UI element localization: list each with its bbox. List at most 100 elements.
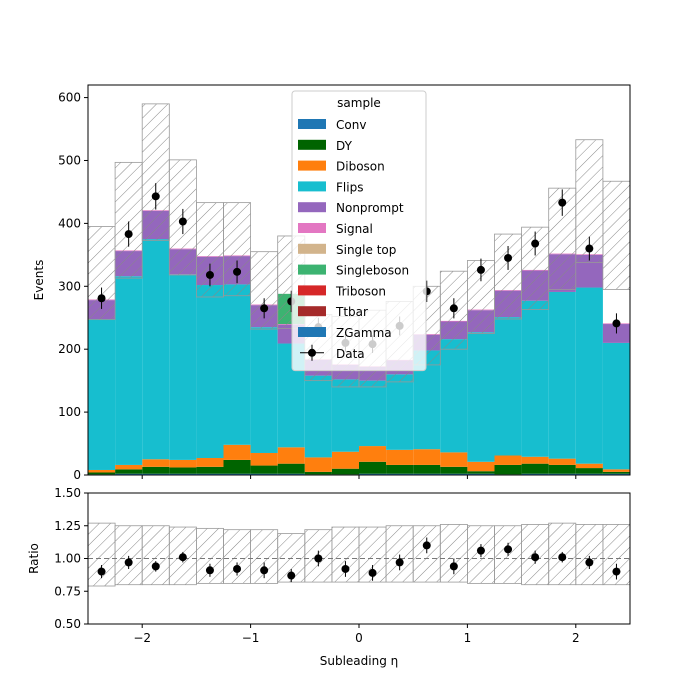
x-axis-label: Subleading η: [320, 654, 399, 668]
bar-diboson: [602, 469, 630, 472]
legend-swatch: [298, 243, 326, 254]
bar-conv: [521, 473, 549, 475]
data-point: [531, 239, 540, 248]
data-point: [449, 304, 458, 313]
ratio-point: [205, 566, 214, 575]
bar-conv: [386, 473, 414, 475]
bar-dy: [277, 463, 305, 474]
ratio-y-tick-label: 0.75: [54, 584, 81, 598]
legend-entry: Single top: [336, 243, 396, 257]
legend-entry: Flips: [336, 180, 363, 194]
ratio-uncertainty-band: [575, 524, 604, 586]
bar-dy: [521, 463, 549, 474]
uncertainty-band: [114, 161, 143, 279]
bar-conv: [359, 473, 387, 475]
bar-diboson: [386, 449, 414, 465]
bar-dy: [602, 471, 630, 474]
legend-swatch: [298, 264, 326, 275]
bar-dy: [304, 471, 332, 475]
legend-swatch: [298, 223, 326, 233]
bar-dy: [169, 467, 197, 474]
bar-dy: [223, 459, 251, 474]
bar-dy: [386, 464, 414, 474]
bar-diboson: [196, 458, 224, 467]
ratio-point: [558, 553, 567, 562]
x-tick-label: 1: [464, 631, 472, 645]
ratio-point: [341, 564, 350, 573]
y-tick-label: 200: [58, 342, 81, 356]
legend-swatch: [298, 327, 326, 337]
data-point: [151, 192, 160, 201]
ratio-uncertainty-band: [141, 525, 170, 586]
uncertainty-band: [602, 180, 630, 290]
ratio-plot: 0.50 0.75 1.00 1.25 1.50 −2 −1 0 1 2: [54, 486, 631, 645]
bar-flips: [223, 284, 251, 445]
data-point: [97, 294, 106, 303]
bar-conv: [413, 473, 441, 475]
ratio-uncertainty-band: [114, 525, 143, 586]
y-tick-label: 100: [58, 405, 81, 419]
data-point: [260, 304, 269, 313]
bar-conv: [575, 473, 603, 475]
bar-diboson: [142, 459, 170, 467]
bar-flips: [494, 317, 522, 456]
bar-dy: [575, 468, 603, 474]
bar-diboson: [521, 456, 549, 464]
legend-entry: Nonprompt: [336, 201, 404, 215]
bar-flips: [359, 380, 387, 447]
legend-swatch: [298, 181, 326, 192]
bar-dy: [331, 468, 359, 475]
ratio-point: [151, 562, 160, 571]
ratio-uncertainty-band: [412, 525, 441, 583]
legend-entry: Data: [336, 347, 365, 361]
y-tick-label: 600: [58, 91, 81, 105]
legend-entry: Ttbar: [335, 305, 368, 319]
bar-conv: [142, 473, 170, 475]
bar-diboson: [413, 449, 441, 465]
bar-dy: [359, 461, 387, 474]
data-point: [558, 198, 567, 207]
bar-diboson: [115, 464, 143, 470]
bar-flips: [575, 287, 603, 464]
x-tick-label: 0: [355, 631, 363, 645]
bar-flips: [548, 291, 576, 459]
x-tick-label: 2: [572, 631, 580, 645]
bar-conv: [277, 473, 305, 475]
legend-swatch: [298, 306, 326, 317]
data-point: [233, 267, 242, 276]
ratio-plot-area: [88, 522, 630, 587]
bar-diboson: [548, 458, 576, 465]
data-point: [476, 265, 485, 274]
bar-conv: [467, 473, 495, 475]
ratio-point: [504, 545, 513, 554]
bar-flips: [115, 276, 143, 465]
bar-flips: [386, 374, 414, 450]
ratio-point: [449, 562, 458, 571]
bar-flips: [467, 332, 495, 462]
bar-conv: [250, 473, 278, 475]
bar-diboson: [440, 452, 468, 467]
ratio-y-tick-label: 1.50: [54, 486, 81, 500]
ratio-y-tick-label: 1.00: [54, 552, 81, 566]
bar-flips: [521, 300, 549, 457]
ratio-point: [476, 546, 485, 555]
bar-dy: [196, 466, 224, 474]
bar-dy: [494, 464, 522, 475]
ratio-point: [233, 564, 242, 573]
y-tick-label: 500: [58, 153, 81, 167]
ratio-point: [368, 568, 377, 577]
bar-diboson: [88, 469, 116, 473]
bar-dy: [250, 465, 278, 474]
legend-entry: DY: [336, 139, 353, 153]
bar-flips: [331, 379, 359, 452]
ratio-point: [124, 558, 133, 567]
legend-swatch: [298, 202, 326, 213]
legend-entry: Triboson: [335, 284, 386, 298]
y-tick-label: 300: [58, 279, 81, 293]
data-point: [585, 244, 594, 253]
bar-conv: [440, 473, 468, 475]
bar-dy: [467, 471, 495, 474]
bar-diboson: [223, 444, 251, 460]
y-tick-label: 400: [58, 216, 81, 230]
